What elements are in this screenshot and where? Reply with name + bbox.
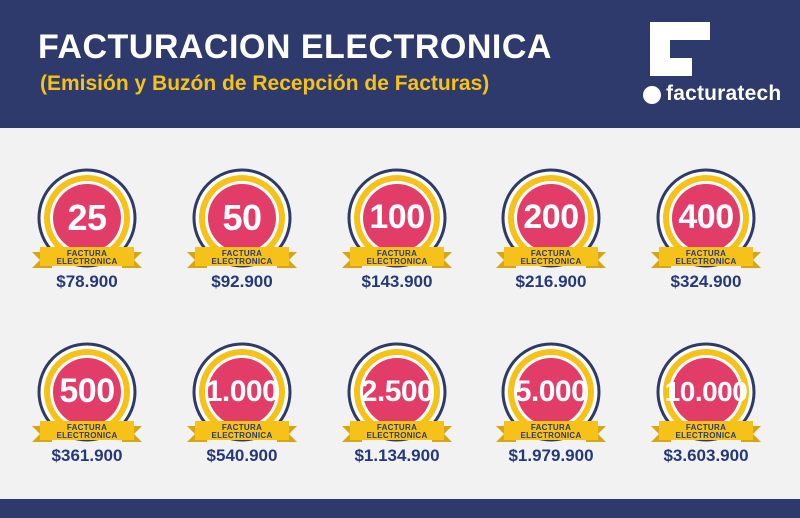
badge-ribbon: FACTURA ELECTRONICA bbox=[177, 250, 307, 266]
badge-line1: FACTURA bbox=[685, 249, 727, 258]
badge-medal-icon bbox=[342, 342, 452, 442]
badge-line1: FACTURA bbox=[530, 249, 572, 258]
badge-medal-icon bbox=[187, 168, 297, 268]
invoice-quantity: 2.500 bbox=[360, 374, 434, 408]
plan-card: 2.500 FACTURA ELECTRONICA $1.134.900 bbox=[332, 342, 462, 482]
badge-line2: ELECTRONICA bbox=[675, 431, 737, 440]
invoice-quantity: 200 bbox=[523, 198, 579, 237]
badge-line2: ELECTRONICA bbox=[211, 257, 273, 266]
badge-line1: FACTURA bbox=[530, 423, 572, 432]
badge-line2: ELECTRONICA bbox=[56, 257, 118, 266]
footer-bar bbox=[0, 499, 800, 518]
plan-card: 400 FACTURA ELECTRONICA $324.900 bbox=[641, 168, 771, 308]
page-title: FACTURACION ELECTRONICA bbox=[38, 28, 552, 66]
badge-line2: ELECTRONICA bbox=[56, 431, 118, 440]
plan-card: 500 FACTURA ELECTRONICA $361.900 bbox=[22, 342, 152, 482]
badge-medal-icon bbox=[32, 342, 142, 442]
badge-medal-icon bbox=[651, 168, 761, 268]
plan-card: 5.000 FACTURA ELECTRONICA $1.979.900 bbox=[486, 342, 616, 482]
header-banner: FACTURACION ELECTRONICA (Emisión y Buzón… bbox=[0, 0, 800, 128]
badge-medal-icon bbox=[496, 168, 606, 268]
invoice-quantity: 1.000 bbox=[205, 374, 279, 408]
badge-line2: ELECTRONICA bbox=[366, 431, 428, 440]
invoice-quantity: 100 bbox=[369, 198, 425, 237]
facturatech-logo-icon bbox=[643, 22, 710, 104]
badge-line2: ELECTRONICA bbox=[520, 431, 582, 440]
invoice-quantity: 50 bbox=[222, 197, 262, 239]
plan-price: $361.900 bbox=[51, 446, 123, 465]
badge-line2: ELECTRONICA bbox=[520, 257, 582, 266]
plan-price: $1.979.900 bbox=[508, 446, 594, 465]
plan-card: 1.000 FACTURA ELECTRONICA $540.900 bbox=[177, 342, 307, 482]
page-subtitle: (Emisión y Buzón de Recepción de Factura… bbox=[40, 72, 490, 95]
badge-ribbon: FACTURA ELECTRONICA bbox=[22, 250, 152, 266]
plan-card: 200 FACTURA ELECTRONICA $216.900 bbox=[486, 168, 616, 308]
badge-line2: ELECTRONICA bbox=[366, 257, 428, 266]
invoice-quantity: 400 bbox=[678, 198, 734, 237]
badge-line1: FACTURA bbox=[376, 423, 418, 432]
badge-ribbon: FACTURA ELECTRONICA bbox=[641, 424, 771, 440]
invoice-quantity: 500 bbox=[59, 372, 115, 411]
brand-name: facturatech bbox=[666, 82, 782, 105]
invoice-quantity: 10.000 bbox=[664, 375, 748, 407]
badge-line1: FACTURA bbox=[221, 423, 263, 432]
badge-line1: FACTURA bbox=[685, 423, 727, 432]
badge-ribbon: FACTURA ELECTRONICA bbox=[332, 424, 462, 440]
badge-ribbon: FACTURA ELECTRONICA bbox=[641, 250, 771, 266]
plan-card: 100 FACTURA ELECTRONICA $143.900 bbox=[332, 168, 462, 308]
badge-line1: FACTURA bbox=[66, 249, 108, 258]
plan-price: $92.900 bbox=[211, 272, 273, 291]
badge-line2: ELECTRONICA bbox=[675, 257, 737, 266]
plan-card: 50 FACTURA ELECTRONICA $92.900 bbox=[177, 168, 307, 308]
badge-ribbon: FACTURA ELECTRONICA bbox=[22, 424, 152, 440]
badge-line1: FACTURA bbox=[221, 249, 263, 258]
badge-medal-icon bbox=[187, 342, 297, 442]
badge-medal-icon bbox=[342, 168, 452, 268]
plan-price: $78.900 bbox=[56, 272, 118, 291]
badge-medal-icon bbox=[651, 342, 761, 442]
badge-ribbon: FACTURA ELECTRONICA bbox=[486, 424, 616, 440]
badge-medal-icon bbox=[496, 342, 606, 442]
facturatech-logo: facturatech bbox=[640, 18, 782, 110]
badge-ribbon: FACTURA ELECTRONICA bbox=[486, 250, 616, 266]
badge-line1: FACTURA bbox=[66, 423, 108, 432]
plan-price: $540.900 bbox=[206, 446, 278, 465]
badge-medal-icon bbox=[32, 168, 142, 268]
plan-card: 10.000 FACTURA ELECTRONICA $3.603.900 bbox=[641, 342, 771, 482]
invoice-quantity: 25 bbox=[67, 197, 107, 239]
plan-price: $3.603.900 bbox=[663, 446, 749, 465]
plan-price: $324.900 bbox=[670, 272, 742, 291]
invoice-quantity: 5.000 bbox=[514, 374, 588, 408]
badge-ribbon: FACTURA ELECTRONICA bbox=[332, 250, 462, 266]
plan-price: $1.134.900 bbox=[354, 446, 440, 465]
plan-card: 25 FACTURA ELECTRONICA $78.900 bbox=[22, 168, 152, 308]
badge-ribbon: FACTURA ELECTRONICA bbox=[177, 424, 307, 440]
badge-line1: FACTURA bbox=[376, 249, 418, 258]
plan-price: $216.900 bbox=[515, 272, 587, 291]
plan-price: $143.900 bbox=[361, 272, 433, 291]
badge-line2: ELECTRONICA bbox=[211, 431, 273, 440]
